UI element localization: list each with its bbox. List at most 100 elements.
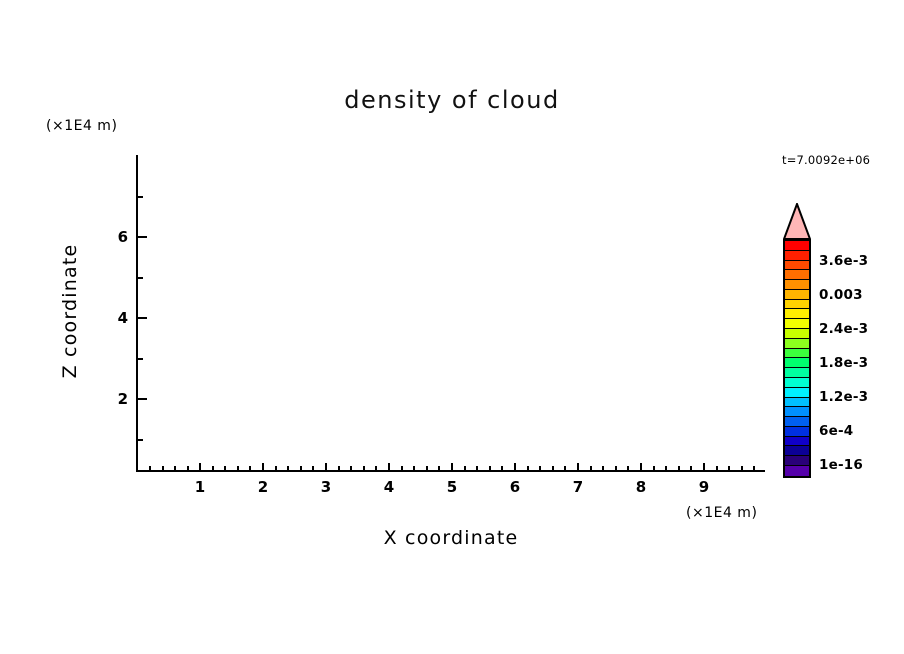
colorbar-band	[785, 309, 809, 320]
colorbar-band	[785, 250, 809, 261]
colorbar-band	[785, 241, 809, 251]
x-tick-minor	[338, 466, 340, 472]
x-tick-minor	[249, 466, 251, 472]
y-axis-units-label: (×1E4 m)	[46, 118, 118, 134]
x-tick-label: 5	[446, 478, 458, 496]
colorbar-label: 0.003	[819, 287, 863, 303]
x-tick-label: 8	[635, 478, 647, 496]
x-tick-major	[262, 463, 264, 472]
x-tick-minor	[375, 466, 377, 472]
plot-frame	[136, 155, 765, 472]
x-tick-label: 3	[320, 478, 332, 496]
x-tick-minor	[312, 466, 314, 472]
colorbar-label: 6e-4	[819, 423, 854, 439]
colorbar-band	[785, 397, 809, 408]
colorbar-band	[785, 319, 809, 330]
x-tick-major	[703, 463, 705, 472]
y-tick-label: 2	[117, 390, 128, 408]
x-tick-label: 4	[383, 478, 395, 496]
colorbar-band	[785, 280, 809, 290]
colorbar-band	[785, 358, 809, 369]
x-tick-minor	[489, 466, 491, 472]
x-tick-minor	[590, 466, 592, 472]
x-tick-minor	[187, 466, 189, 472]
x-tick-minor	[149, 466, 151, 472]
x-tick-minor	[426, 466, 428, 472]
x-tick-minor	[627, 466, 629, 472]
y-tick-minor	[136, 439, 143, 441]
y-tick-major	[136, 398, 147, 400]
x-tick-minor	[552, 466, 554, 472]
x-tick-minor	[413, 466, 415, 472]
x-tick-label: 2	[257, 478, 269, 496]
colorbar-band	[785, 387, 809, 398]
y-tick-label: 4	[117, 309, 128, 327]
x-tick-minor	[527, 466, 529, 472]
colorbar-label: 2.4e-3	[819, 321, 869, 337]
y-tick-minor	[136, 358, 143, 360]
x-axis-title: X coordinate	[383, 527, 519, 549]
colorbar-band	[785, 329, 809, 339]
x-tick-minor	[476, 466, 478, 472]
x-tick-major	[388, 463, 390, 472]
colorbar-label: 1e-16	[819, 457, 863, 473]
colorbar-band	[785, 436, 809, 447]
colorbar-band	[785, 348, 809, 359]
y-tick-label: 6	[117, 228, 128, 246]
x-tick-minor	[464, 466, 466, 472]
x-tick-minor	[615, 466, 617, 472]
colorbar-band	[785, 289, 809, 300]
x-tick-minor	[174, 466, 176, 472]
x-tick-label: 1	[194, 478, 206, 496]
colorbar-band	[785, 299, 809, 310]
y-tick-major	[136, 317, 147, 319]
x-axis-units-label: (×1E4 m)	[686, 505, 758, 521]
x-tick-minor	[275, 466, 277, 472]
colorbar-bands	[783, 239, 811, 478]
colorbar-over-arrow	[783, 203, 811, 240]
colorbar-band	[785, 465, 809, 476]
x-tick-minor	[501, 466, 503, 472]
x-tick-label: 9	[698, 478, 710, 496]
colorbar: 3.6e-3 0.003 2.4e-3 1.8e-3 1.2e-3 6e-4 1…	[779, 200, 899, 485]
chart-title: density of cloud	[344, 86, 560, 114]
colorbar-band	[785, 417, 809, 427]
x-tick-minor	[162, 466, 164, 472]
x-tick-major	[199, 463, 201, 472]
x-tick-minor	[363, 466, 365, 472]
x-tick-label: 7	[572, 478, 584, 496]
colorbar-band	[785, 446, 809, 457]
x-tick-minor	[665, 466, 667, 472]
x-tick-minor	[741, 466, 743, 472]
colorbar-band	[785, 407, 809, 418]
y-tick-minor	[136, 277, 143, 279]
x-tick-minor	[212, 466, 214, 472]
x-tick-minor	[716, 466, 718, 472]
x-tick-label: 6	[509, 478, 521, 496]
y-tick-major	[136, 236, 147, 238]
x-tick-major	[325, 463, 327, 472]
colorbar-label: 1.8e-3	[819, 355, 869, 371]
x-tick-minor	[690, 466, 692, 472]
x-tick-minor	[539, 466, 541, 472]
x-tick-major	[451, 463, 453, 472]
colorbar-band	[785, 368, 809, 378]
y-tick-minor	[136, 196, 143, 198]
x-tick-minor	[300, 466, 302, 472]
colorbar-band	[785, 260, 809, 271]
x-tick-major	[514, 463, 516, 472]
x-tick-minor	[564, 466, 566, 472]
x-tick-minor	[438, 466, 440, 472]
x-tick-minor	[287, 466, 289, 472]
colorbar-label: 3.6e-3	[819, 253, 869, 269]
colorbar-label: 1.2e-3	[819, 389, 869, 405]
x-tick-minor	[350, 466, 352, 472]
x-tick-minor	[401, 466, 403, 472]
colorbar-band	[785, 426, 809, 437]
x-tick-minor	[753, 466, 755, 472]
x-tick-minor	[653, 466, 655, 472]
colorbar-band	[785, 338, 809, 349]
y-axis-title: Z coordinate	[59, 243, 81, 379]
colorbar-band	[785, 377, 809, 388]
x-tick-minor	[678, 466, 680, 472]
